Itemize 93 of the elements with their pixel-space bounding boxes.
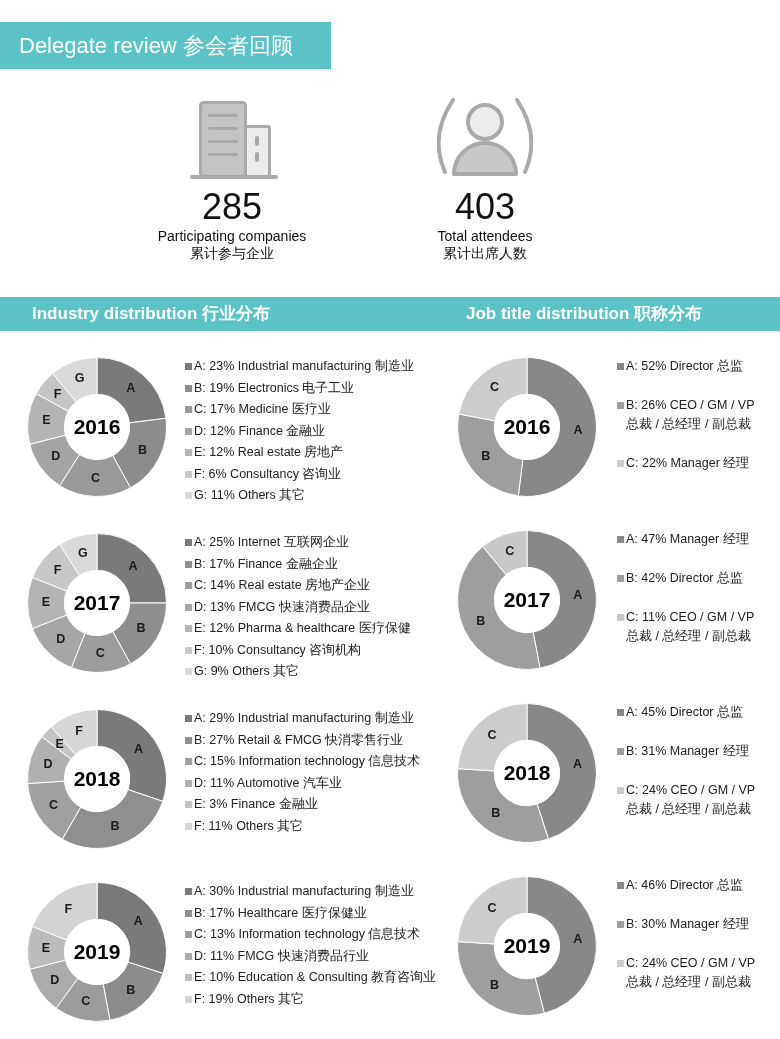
text: 285 xyxy=(200,186,264,228)
data-label: B xyxy=(126,982,136,997)
data-label: A xyxy=(573,587,583,602)
legend-label: A: 52% Director 总监 xyxy=(626,358,744,375)
legend-label: D: 11% Automotive 汽车业 xyxy=(194,774,342,792)
data-label: A xyxy=(126,381,136,396)
legend-label: C: 11% CEO / GM / VP 总裁 / 总经理 / 副总裁 xyxy=(626,609,756,645)
text: 2017 xyxy=(73,590,121,614)
legend-label: E: 12% Real estate 房地产 xyxy=(194,444,344,461)
data-label: B xyxy=(110,819,120,834)
legend-label: F: 10% Consultancy 咨询机构 xyxy=(194,641,362,659)
data-label: B xyxy=(481,449,491,464)
data-label: F xyxy=(53,386,62,401)
legend-label: B: 27% Retail & FMCG 快消零售行业 xyxy=(194,731,404,749)
data-label: E xyxy=(42,413,51,428)
legend-label: D: 12% Finance 金融业 xyxy=(194,422,326,440)
data-label: B xyxy=(138,442,148,457)
legend-label: F: 11% Others 其它 xyxy=(194,817,304,835)
legend-label: E: 10% Education & Consulting 教育咨询业 xyxy=(194,969,437,986)
legend-label: B: 30% Manager 经理 xyxy=(626,916,749,933)
legend-label: C: 24% CEO / GM / VP 总裁 / 总经理 / 副总裁 xyxy=(626,782,756,818)
text: 2018 xyxy=(73,766,121,790)
legend-label: C: 13% Information technology 信息技术 xyxy=(194,926,421,943)
data-label: C xyxy=(95,646,105,661)
legend-label: A: 45% Director 总监 xyxy=(626,704,744,721)
legend-label: F: 6% Consultancy 咨询业 xyxy=(194,465,342,483)
legend-label: C: 14% Real estate 房地产企业 xyxy=(194,577,371,594)
text: 2019 xyxy=(503,933,551,957)
data-label: B xyxy=(489,977,499,992)
data-label: A xyxy=(133,914,143,929)
legend-label: E: 12% Pharma & healthcare 医疗保健 xyxy=(194,620,411,637)
legend-label: B: 17% Healthcare 医疗保健业 xyxy=(194,904,367,922)
legend-label: E: 3% Finance 金融业 xyxy=(194,796,318,813)
legend-label: C: 22% Manager 经理 xyxy=(626,455,750,472)
legend-label: B: 19% Electronics 电子工业 xyxy=(194,379,355,397)
data-label: D xyxy=(51,449,61,464)
data-label: A xyxy=(573,932,583,947)
text: 2016 xyxy=(73,414,121,438)
data-label: F xyxy=(53,562,62,577)
text: 累计参与企业 xyxy=(189,245,275,262)
data-label: D xyxy=(56,631,66,646)
legend-label: A: 23% Industrial manufacturing 制造业 xyxy=(194,358,414,375)
chart-subtitle: Industry distribution 行业分布 xyxy=(0,297,440,331)
legend-label: A: 30% Industrial manufacturing 制造业 xyxy=(194,883,414,900)
text: Delegate review 参会者回顾 xyxy=(0,22,331,69)
data-label: D xyxy=(43,756,53,771)
text: 2019 xyxy=(73,939,121,963)
data-label: B xyxy=(491,805,501,820)
legend-label: A: 29% Industrial manufacturing 制造业 xyxy=(194,710,414,727)
data-label: C xyxy=(49,798,59,813)
data-label: A xyxy=(134,741,144,756)
legend-label: G: 9% Others 其它 xyxy=(194,663,300,680)
data-label: A xyxy=(572,757,582,772)
legend-label: A: 25% Internet 互联网企业 xyxy=(194,534,349,551)
data-label: G xyxy=(74,371,85,386)
data-label: C xyxy=(489,380,499,395)
text: 2018 xyxy=(503,760,551,784)
legend-label: C: 24% CEO / GM / VP 总裁 / 总经理 / 副总裁 xyxy=(626,955,756,991)
text: 累计出席人数 xyxy=(442,245,528,262)
legend-label: D: 13% FMCG 快速消费品企业 xyxy=(194,598,370,616)
data-label: A xyxy=(573,422,583,437)
data-label: C xyxy=(81,994,91,1009)
data-label: C xyxy=(505,544,515,559)
chart-subtitle: Job title distribution 职称分布 xyxy=(440,297,780,331)
legend-label: D: 11% FMCG 快速消费品行业 xyxy=(194,947,369,965)
legend-label: B: 17% Finance 金融企业 xyxy=(194,555,338,573)
text: Participating companies xyxy=(156,228,308,245)
data-label: C xyxy=(90,470,100,485)
data-label: F xyxy=(64,902,73,917)
data-label: E xyxy=(41,941,51,956)
text: 403 xyxy=(453,186,517,228)
text: 2017 xyxy=(503,587,551,611)
legend-label: F: 19% Others 其它 xyxy=(194,990,305,1008)
data-label: D xyxy=(50,973,60,988)
data-label: B xyxy=(476,614,486,629)
legend-label: A: 46% Director 总监 xyxy=(626,877,744,894)
data-label: C xyxy=(487,728,497,743)
data-label: A xyxy=(128,559,138,574)
legend-label: C: 17% Medicine 医疗业 xyxy=(194,401,331,418)
data-label: E xyxy=(41,595,51,610)
text: 2016 xyxy=(503,414,551,438)
legend-label: G: 11% Others 其它 xyxy=(194,487,306,504)
legend-label: B: 42% Director 总监 xyxy=(626,570,744,587)
data-label: C xyxy=(487,901,497,916)
data-label: E xyxy=(55,736,64,751)
legend-label: B: 26% CEO / GM / VP 总裁 / 总经理 / 副总裁 xyxy=(626,397,756,433)
legend-label: A: 47% Manager 经理 xyxy=(626,531,749,548)
legend-label: B: 31% Manager 经理 xyxy=(626,743,749,760)
data-label: F xyxy=(75,723,84,738)
data-label: G xyxy=(77,546,88,561)
data-label: B xyxy=(136,621,146,636)
text: Total attendees xyxy=(436,228,534,245)
legend-label: C: 15% Information technology 信息技术 xyxy=(194,753,421,770)
